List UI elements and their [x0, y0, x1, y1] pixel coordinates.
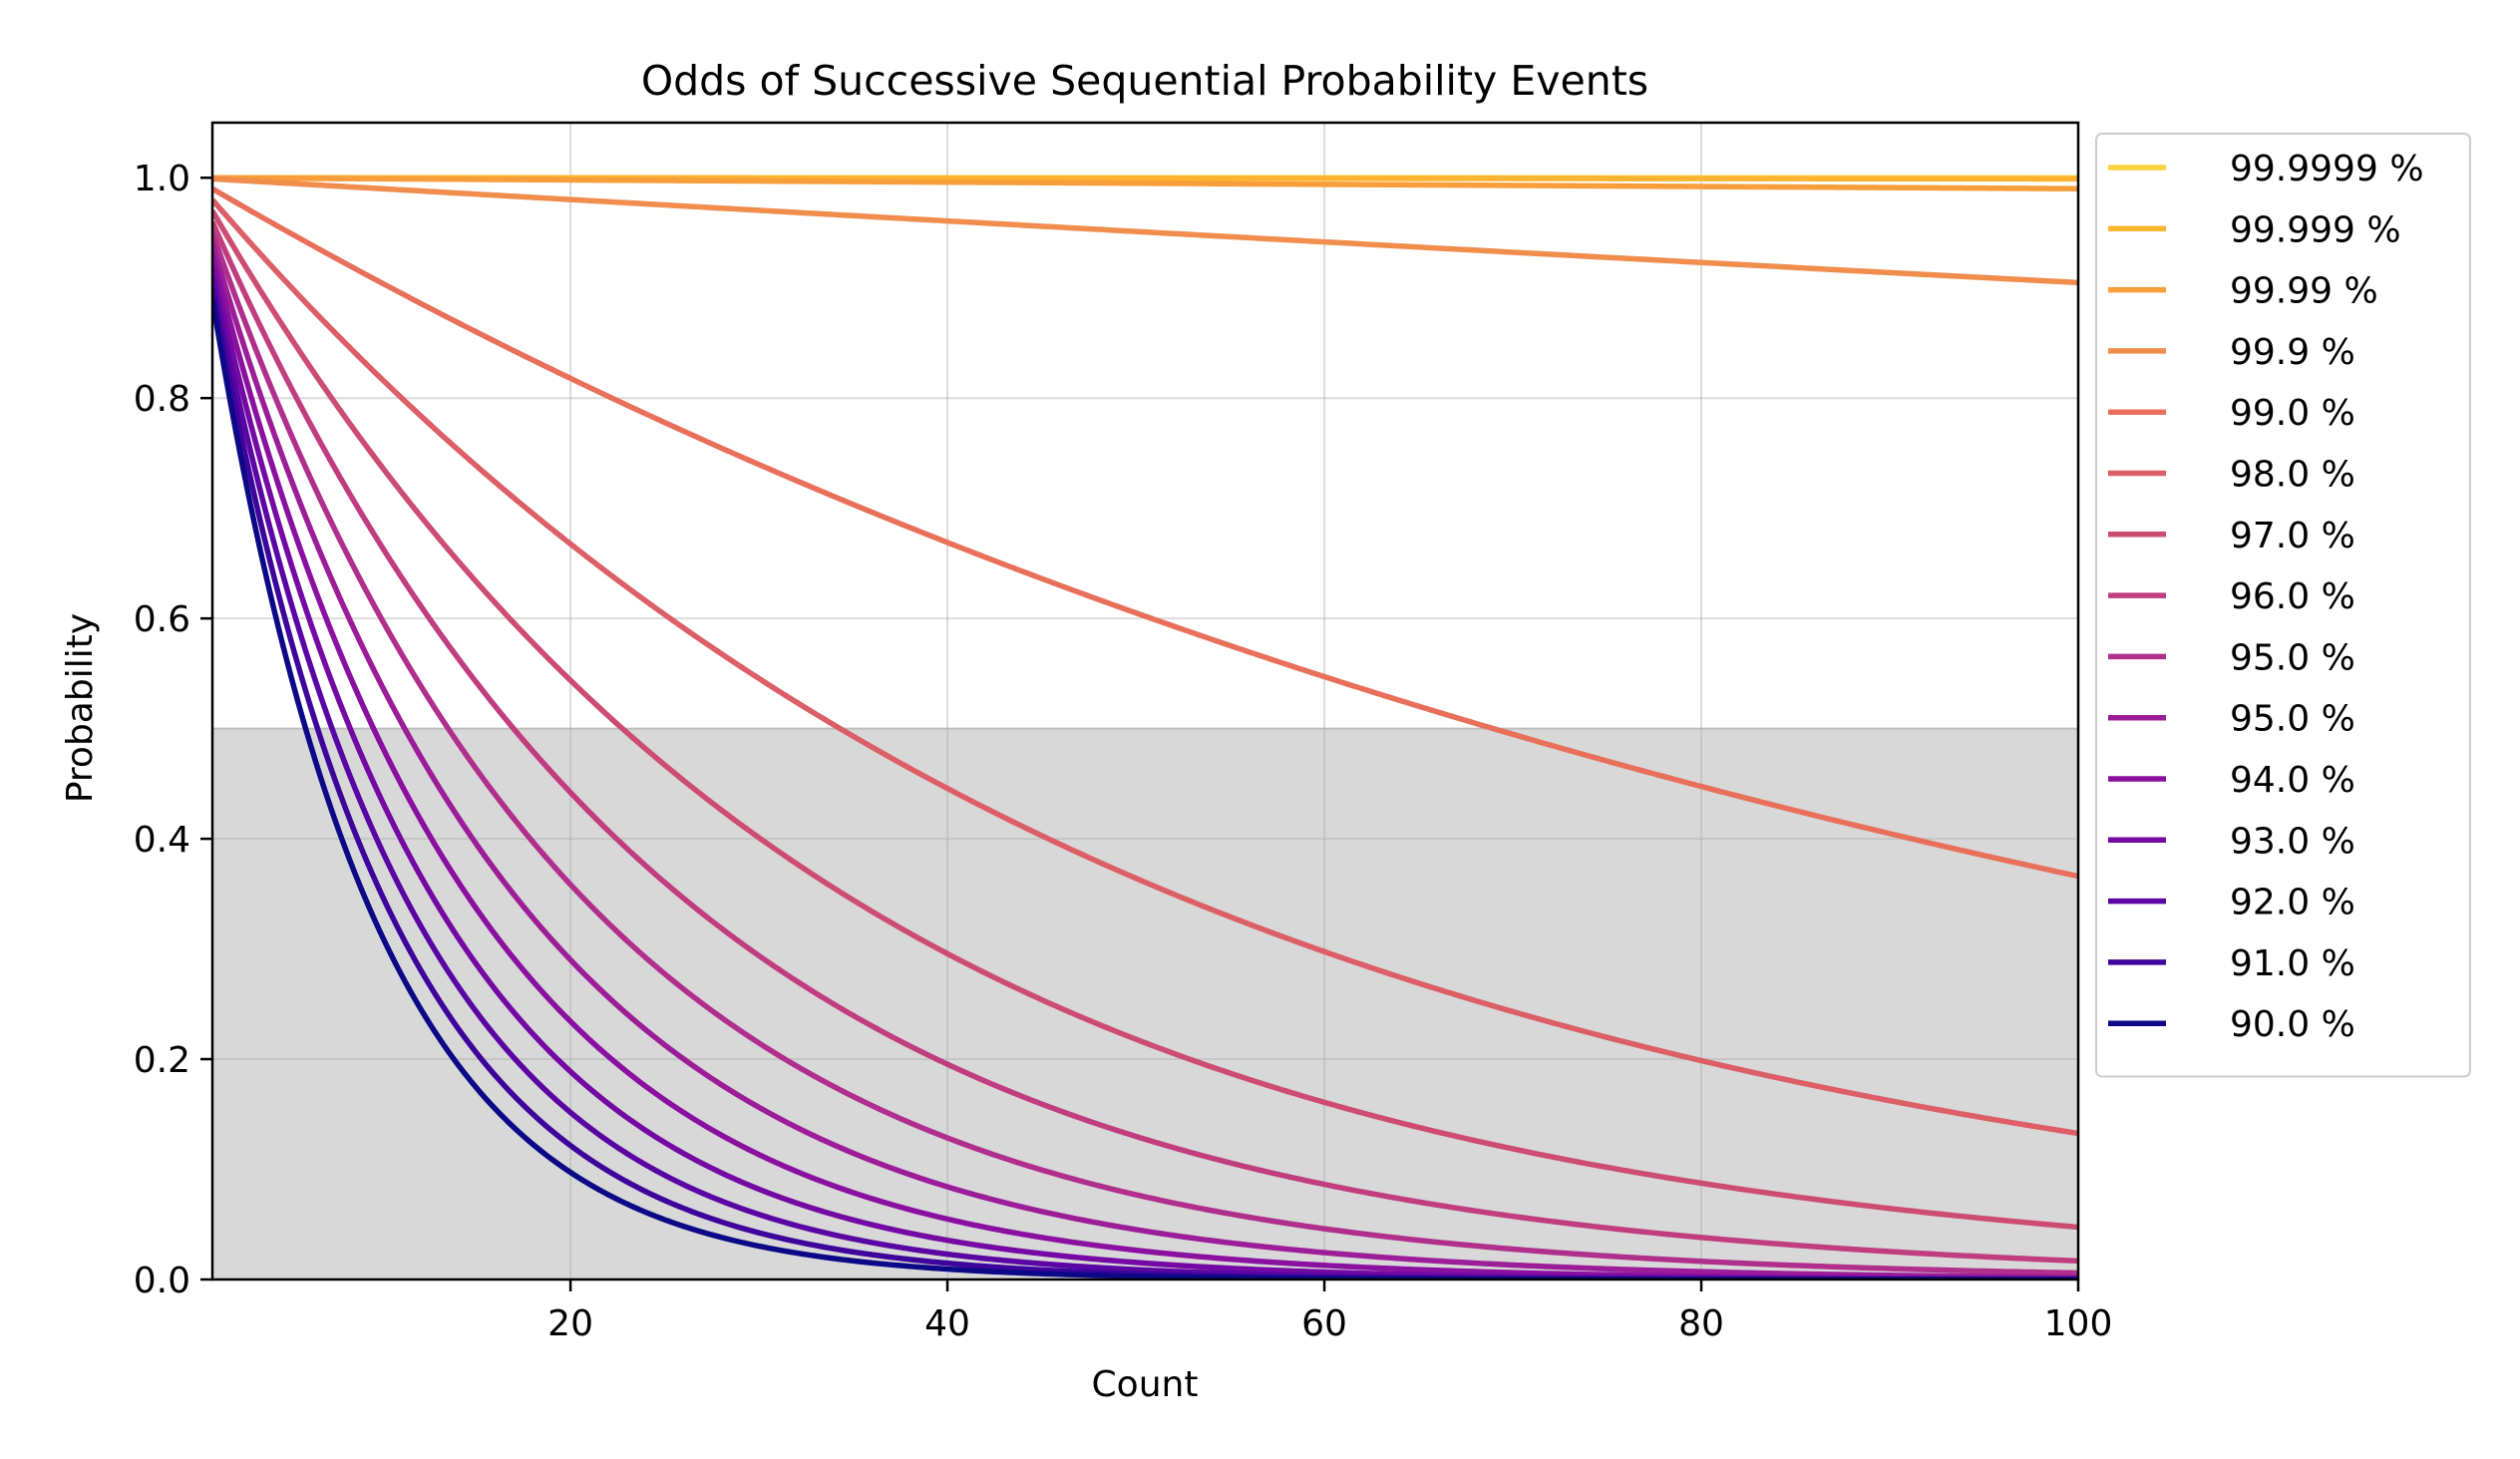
legend-box [2095, 133, 2471, 1078]
legend-label: 95.0 % [2230, 637, 2355, 678]
legend-label: 95.0 % [2230, 699, 2355, 740]
y-tick-label: 0.4 [134, 820, 190, 861]
x-axis-label: Count [1092, 1364, 1199, 1405]
ticks-layer: 20 40 60 80 100 0.0 0.2 0.4 0.6 0.8 1.0 [134, 159, 2113, 1344]
y-tick-label: 0.0 [134, 1261, 190, 1301]
legend-label: 99.9 % [2230, 332, 2355, 373]
legend: 99.9999 % 99.999 % 99.99 % 99.9 % 99.0 % 98.0… [2095, 133, 2471, 1078]
series-line [212, 197, 2078, 1137]
series-line [212, 220, 2078, 1265]
series-line [212, 242, 2078, 1279]
series-line [212, 231, 2078, 1277]
legend-label: 99.0 % [2230, 393, 2355, 434]
legend-label: 94.0 % [2230, 760, 2355, 801]
y-tick-label: 0.6 [134, 599, 190, 640]
series-line [212, 176, 2078, 286]
x-tick-label: 60 [1301, 1303, 1347, 1344]
y-axis-label: Probability [60, 613, 101, 803]
axes-frame [210, 121, 2080, 1281]
chart-title: Odds of Successive Sequential Probabilit… [641, 57, 1648, 105]
y-tick-label: 0.2 [134, 1040, 190, 1081]
legend-label: 90.0 % [2230, 1004, 2355, 1045]
x-tick-label: 100 [2044, 1303, 2113, 1344]
y-tick-label: 0.8 [134, 379, 190, 420]
y-tick-label: 1.0 [134, 159, 190, 199]
x-tick-label: 80 [1678, 1303, 1724, 1344]
legend-label: 99.9999 % [2230, 149, 2424, 189]
legend-label: 91.0 % [2230, 943, 2355, 984]
x-tick-label: 20 [547, 1303, 593, 1344]
legend-label: 92.0 % [2230, 883, 2355, 923]
series-line [212, 185, 2078, 880]
legend-label: 96.0 % [2230, 576, 2355, 617]
legend-label: 99.999 % [2230, 209, 2401, 250]
legend-label: 97.0 % [2230, 516, 2355, 556]
legend-label: 93.0 % [2230, 821, 2355, 862]
legend-label: 98.0 % [2230, 455, 2355, 496]
legend-label: 99.99 % [2230, 271, 2378, 312]
series-line [212, 175, 2078, 191]
series-line [212, 208, 2078, 1231]
axes-layer [210, 121, 2080, 1281]
shaded-region-layer [211, 727, 2079, 1280]
shaded-region [211, 727, 2079, 1280]
x-tick-label: 40 [924, 1303, 970, 1344]
